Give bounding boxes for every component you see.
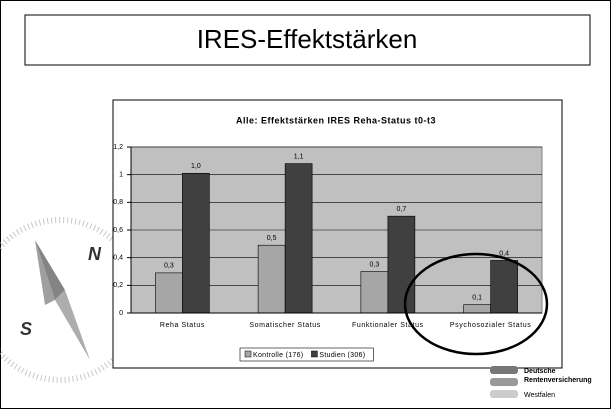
bar (463, 304, 491, 314)
x-tick-label: Psychosozialer Status (450, 322, 531, 329)
bar (155, 272, 183, 314)
x-tick-label: Reha Status (160, 322, 205, 329)
legend-box (239, 347, 374, 362)
bar (387, 215, 416, 314)
logo (490, 366, 518, 398)
legend-swatch (244, 350, 252, 358)
y-tick-label: 0,8 (113, 199, 123, 206)
x-tick-label: Somatischer Status (249, 322, 321, 329)
y-tick-label: 0,4 (113, 255, 123, 262)
legend-label: Studien (306) (319, 352, 365, 359)
svg-text:N: N (88, 244, 102, 264)
chart-title: Alle: Effektstärken IRES Reha-Status t0-… (236, 115, 436, 125)
y-tick-label: 0 (119, 310, 123, 317)
y-tick-label: 0,6 (113, 227, 123, 234)
highlight-ellipse (403, 252, 549, 356)
title-box (24, 14, 591, 66)
value-label: 1,0 (191, 163, 201, 170)
legend-swatch (311, 350, 318, 358)
y-tick-label: 1,2 (113, 144, 123, 151)
value-label: 0,5 (267, 235, 277, 242)
x-tick-label: Funktionaler Status (352, 322, 424, 329)
logo-text: Deutsche (524, 368, 556, 375)
legend-label: Kontrolle (176) (253, 352, 303, 359)
svg-text:S: S (20, 319, 32, 339)
value-label: 0,7 (397, 206, 407, 213)
value-label: 1,1 (294, 153, 304, 160)
bar (490, 260, 518, 314)
value-label: 0,1 (472, 295, 482, 302)
y-tick-label: 1 (119, 172, 123, 179)
value-label: 0,4 (499, 250, 509, 257)
bar (360, 271, 389, 314)
bar (257, 244, 286, 314)
logo-text: Rentenversicherung (524, 377, 592, 384)
value-label: 0,3 (370, 261, 380, 268)
bar (284, 163, 313, 314)
logo-text: Westfalen (524, 392, 555, 399)
bar (182, 172, 210, 314)
slide-title: IRES-Effektstärken (197, 24, 418, 54)
value-label: 0,3 (164, 263, 174, 270)
y-tick-label: 0,2 (113, 282, 123, 289)
